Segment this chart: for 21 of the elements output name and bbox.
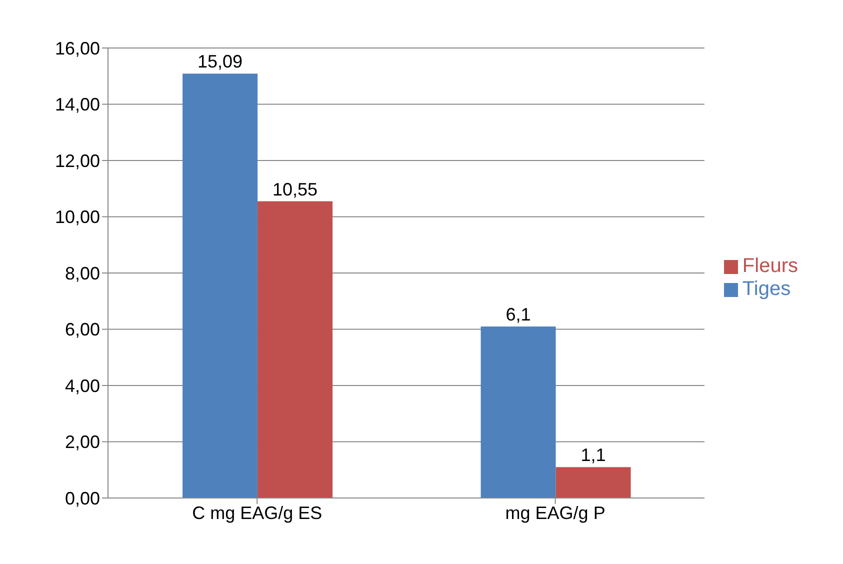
x-tick-label: mg EAG/g P: [505, 502, 606, 523]
bar: [480, 326, 556, 498]
legend-label: Fleurs: [742, 255, 798, 277]
bar: [182, 74, 258, 498]
data-label: 1,1: [580, 445, 606, 466]
legend-label: Tiges: [742, 278, 791, 300]
y-tick-label: 8,00: [64, 263, 100, 284]
y-tick-label: 6,00: [64, 320, 100, 340]
bar: [556, 467, 631, 498]
data-label: 15,09: [198, 52, 243, 72]
y-tick-label: 0,00: [64, 488, 100, 508]
y-tick-label: 16,00: [54, 38, 100, 58]
y-tick-label: 2,00: [64, 432, 100, 452]
y-tick-label: 4,00: [64, 376, 100, 396]
y-tick-label: 10,00: [54, 207, 100, 228]
y-tick-label: 12,00: [54, 150, 100, 171]
bar: [258, 201, 333, 498]
y-tick-label: 14,00: [54, 94, 100, 115]
data-label: 6,1: [506, 304, 531, 324]
data-label: 10,55: [272, 179, 318, 200]
x-tick-label: C mg EAG/g ES: [192, 502, 322, 523]
